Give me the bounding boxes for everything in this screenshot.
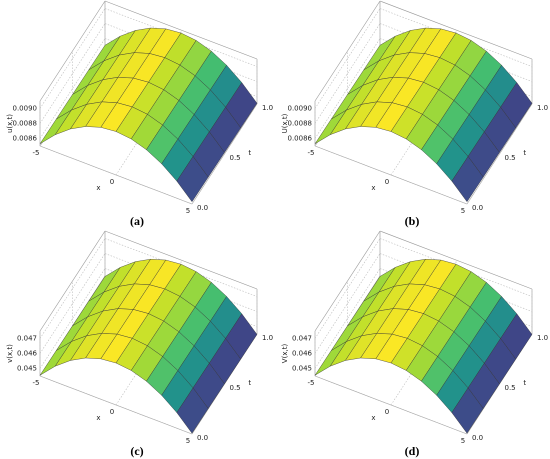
axis-box: [39, 230, 106, 332]
panel: -5 0 5 0.0 0.5 1.0 0.0086 0.0088 0.0090 x t U(x,t) (…: [281, 0, 548, 228]
y-tick-label: 0.5: [505, 384, 516, 392]
y-tick-label: 0.5: [230, 154, 241, 162]
y-tick-label: 0.0: [197, 204, 208, 212]
z-tick-label: 0.047: [17, 335, 37, 343]
grid-line: [39, 268, 106, 369]
z-axis-label: v(x,t): [6, 344, 14, 363]
z-axis-label: u(x,t): [6, 114, 14, 133]
y-tick-label: 0.0: [472, 204, 483, 212]
x-tick-label: 0: [385, 178, 389, 186]
z-tick-label: 0.045: [292, 365, 312, 373]
grid-line: [314, 8, 381, 109]
z-tick-label: 0.0090: [288, 105, 313, 113]
grid-line: [39, 38, 106, 139]
grid-line: [314, 375, 468, 435]
z-tick-label: 0.0088: [13, 120, 38, 128]
y-axis-label: t: [523, 149, 526, 157]
grid-line: [39, 375, 193, 435]
axis-box: [314, 230, 381, 332]
x-tick-label: 0: [110, 408, 114, 416]
y-axis-label: t: [248, 149, 251, 157]
axis-box: [104, 0, 258, 60]
grid-line: [39, 238, 106, 339]
y-tick-label: 1.0: [262, 104, 273, 112]
y-tick-label: 1.0: [537, 334, 548, 342]
z-tick-label: 0.0088: [288, 120, 313, 128]
x-tick-label: 5: [186, 207, 190, 215]
y-tick-label: 0.0: [472, 434, 483, 442]
y-tick-label: 0.0: [197, 434, 208, 442]
x-tick-label: 0: [110, 178, 114, 186]
y-axis-label: t: [248, 379, 251, 387]
axis-box: [379, 230, 533, 290]
x-axis-label: x: [371, 414, 375, 422]
x-tick-label: 0: [385, 408, 389, 416]
z-axis-label: U(x,t): [281, 113, 289, 133]
y-tick-label: 0.5: [505, 154, 516, 162]
x-tick-label: -5: [33, 149, 40, 157]
x-tick-label: -5: [308, 149, 315, 157]
grid-line: [191, 103, 258, 205]
x-tick-label: -5: [308, 379, 315, 387]
y-tick-label: 0.5: [230, 384, 241, 392]
grid-line: [314, 23, 381, 124]
z-tick-label: 0.047: [292, 335, 312, 343]
caption: (c): [130, 444, 143, 458]
grid-line: [314, 238, 381, 339]
grid-line: [314, 38, 381, 139]
x-axis-label: x: [371, 184, 375, 192]
z-tick-label: 0.046: [292, 350, 313, 358]
z-axis-label: V(x,t): [281, 344, 289, 364]
z-tick-label: 0.046: [17, 350, 38, 358]
surface-patch: [176, 156, 209, 203]
y-tick-label: 1.0: [262, 334, 273, 342]
axis-box: [379, 0, 533, 60]
y-tick-label: 1.0: [537, 104, 548, 112]
caption: (d): [405, 444, 420, 458]
z-tick-label: 0.0086: [288, 135, 313, 143]
x-axis-label: x: [96, 414, 100, 422]
z-tick-label: 0.045: [17, 365, 37, 373]
caption: (b): [405, 214, 420, 228]
grid-line: [314, 145, 468, 205]
grid-line: [39, 253, 106, 354]
axis-box: [314, 0, 381, 102]
grid-line: [314, 268, 381, 369]
grid-line: [39, 8, 106, 109]
x-tick-label: 5: [461, 437, 465, 445]
axis-box: [39, 0, 106, 102]
axis-box: [104, 230, 258, 290]
surface-patch: [451, 156, 484, 203]
surface-patch: [176, 387, 209, 434]
panel: -5 0 5 0.0 0.5 1.0 0.0086 0.0088 0.0090 x t u(x,t) (…: [6, 0, 273, 228]
grid-line: [39, 145, 193, 205]
caption: (a): [130, 214, 144, 228]
panel: -5 0 5 0.0 0.5 1.0 0.045 0.046 0.047 x t V(x,t) (d): [281, 230, 548, 458]
x-tick-label: 5: [186, 437, 190, 445]
z-tick-label: 0.0086: [13, 135, 38, 143]
x-axis-label: x: [96, 184, 100, 192]
y-axis-label: t: [523, 379, 526, 387]
surface-patch: [451, 387, 484, 434]
panel: -5 0 5 0.0 0.5 1.0 0.045 0.046 0.047 x t v(x,t) (c): [6, 230, 273, 458]
grid-line: [466, 103, 533, 205]
grid-line: [39, 23, 106, 124]
x-tick-label: 5: [461, 207, 465, 215]
z-tick-label: 0.0090: [13, 105, 38, 113]
grid-line: [314, 253, 381, 354]
x-tick-label: -5: [33, 379, 40, 387]
